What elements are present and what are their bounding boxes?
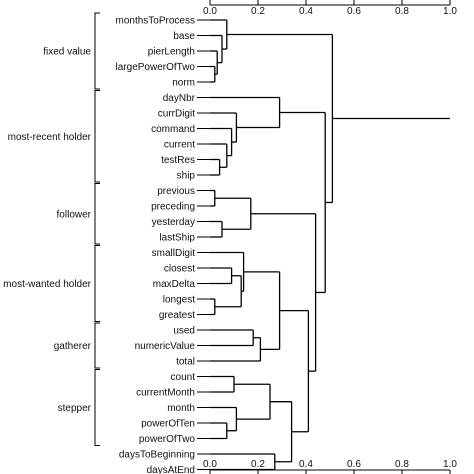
group-bracket <box>94 322 100 369</box>
group-bracket <box>94 245 100 322</box>
top-tick-label: 1.0 <box>443 6 457 17</box>
group-bracket <box>94 12 100 90</box>
top-tick-label: 0.6 <box>347 6 361 17</box>
leaf-label: yesterday <box>152 217 195 228</box>
group-label: stepper <box>58 403 92 414</box>
group-brackets: fixed value most-recent holder follower mos… <box>3 12 100 446</box>
leaf-label: smallDigit <box>152 248 196 259</box>
bottom-tick-label: 0.0 <box>203 459 217 470</box>
leaf-label: testRes <box>161 155 195 166</box>
bottom-tick-label: 0.8 <box>395 459 409 470</box>
leaf-label: longest <box>163 295 195 306</box>
top-tick-label: 0.8 <box>395 6 409 17</box>
top-tick-label: 0.0 <box>203 6 217 17</box>
leaf-label: month <box>167 403 195 414</box>
axis-ticks: 0.0 0.0 0.2 0.2 0.4 0.4 0.6 0.6 0.8 0.8 1.0 1.0 <box>203 0 457 474</box>
leaf-label: daysToBeginning <box>119 450 195 461</box>
leaf-label: base <box>173 31 195 42</box>
leaf-label: count <box>171 372 196 383</box>
leaf-label: previous <box>157 186 195 197</box>
leaf-label: lastShip <box>159 233 195 244</box>
leaf-label: currDigit <box>158 109 195 120</box>
leaf-label: dayNbr <box>163 93 196 104</box>
leaf-label: current <box>164 140 195 151</box>
bottom-tick-label: 0.2 <box>251 459 265 470</box>
leaf-label: preceding <box>151 202 195 213</box>
bottom-tick-label: 1.0 <box>443 459 457 470</box>
leaf-label: total <box>176 357 195 368</box>
group-label: most-recent holder <box>8 132 92 143</box>
group-bracket <box>94 90 100 183</box>
group-label: follower <box>57 209 92 220</box>
group-label: gatherer <box>54 341 92 352</box>
leaf-label: powerOfTen <box>141 419 195 430</box>
bottom-tick-label: 0.6 <box>347 459 361 470</box>
group-label: fixed value <box>43 47 91 58</box>
leaf-labels: monthsToProcess base pierLength largePowerO… <box>116 16 210 474</box>
leaf-label: norm <box>172 78 195 89</box>
leaf-label: greatest <box>159 310 195 321</box>
leaf-label: closest <box>164 264 195 275</box>
group-bracket <box>94 369 100 446</box>
top-tick-label: 0.4 <box>299 6 313 17</box>
leaf-label: largePowerOfTwo <box>116 62 196 73</box>
dendrogram-tree <box>210 19 450 471</box>
leaf-label: currentMonth <box>136 388 195 399</box>
leaf-label: daysAtEnd <box>147 465 195 474</box>
leaf-label: numericValue <box>135 341 196 352</box>
leaf-label: monthsToProcess <box>116 16 195 27</box>
leaf-label: used <box>173 326 195 337</box>
leaf-label: ship <box>177 171 196 182</box>
group-label: most-wanted holder <box>3 279 91 290</box>
leaf-label: pierLength <box>148 47 195 58</box>
top-tick-label: 0.2 <box>251 6 265 17</box>
leaf-label: maxDelta <box>153 279 196 290</box>
group-bracket <box>94 183 100 245</box>
leaf-label: powerOfTwo <box>139 434 196 445</box>
bottom-tick-label: 0.4 <box>299 459 313 470</box>
leaf-label: command <box>151 124 195 135</box>
